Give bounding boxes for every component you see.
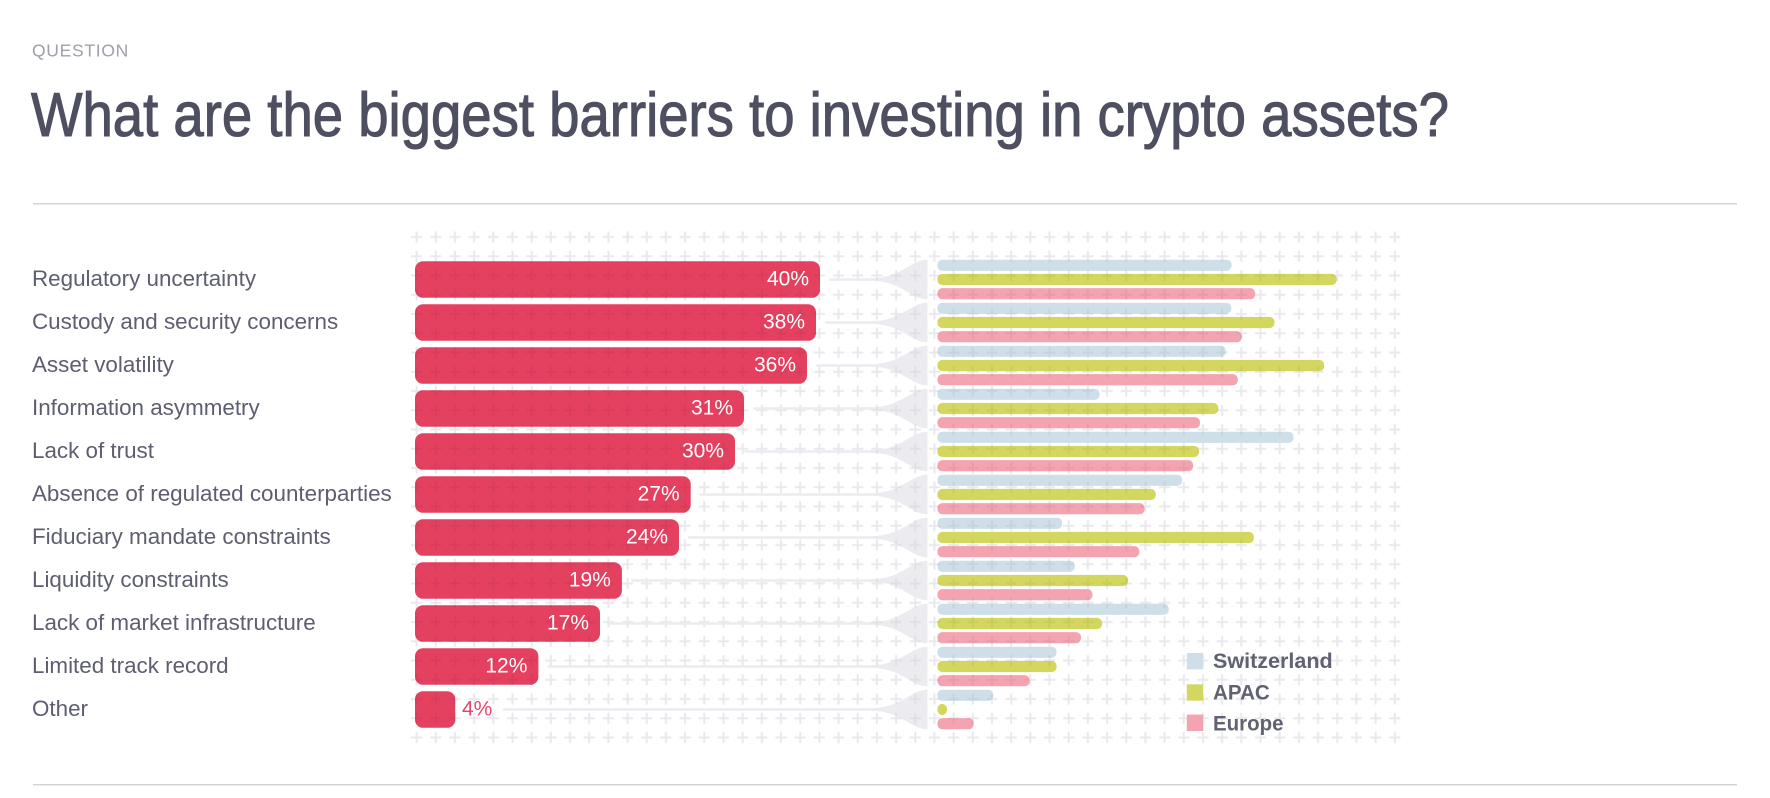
svg-text:31%: 31%: [691, 396, 733, 419]
svg-text:Fiduciary mandate constraints: Fiduciary mandate constraints: [32, 524, 331, 549]
svg-text:36%: 36%: [754, 353, 796, 376]
svg-text:What are the biggest barriers: What are the biggest barriers to investi…: [31, 81, 1449, 150]
svg-text:12%: 12%: [485, 654, 527, 677]
svg-text:30%: 30%: [682, 439, 724, 462]
svg-text:Regulatory uncertainty: Regulatory uncertainty: [32, 266, 257, 291]
svg-text:Liquidity constraints: Liquidity constraints: [32, 567, 229, 592]
svg-text:Absence of regulated counterpa: Absence of regulated counterparties: [32, 481, 392, 506]
svg-text:Europe: Europe: [1213, 711, 1284, 736]
svg-text:Lack of trust: Lack of trust: [32, 438, 155, 463]
svg-text:Asset volatility: Asset volatility: [32, 352, 175, 377]
svg-text:Other: Other: [32, 696, 89, 721]
svg-text:38%: 38%: [763, 310, 805, 333]
svg-text:4%: 4%: [462, 697, 492, 720]
svg-text:Switzerland: Switzerland: [1213, 648, 1333, 673]
svg-text:Limited track record: Limited track record: [32, 653, 229, 678]
svg-text:40%: 40%: [767, 267, 809, 290]
svg-text:Information asymmetry: Information asymmetry: [32, 395, 261, 420]
svg-text:APAC: APAC: [1213, 679, 1270, 704]
svg-text:17%: 17%: [547, 611, 589, 634]
svg-text:QUESTION: QUESTION: [32, 41, 129, 61]
svg-text:Lack of market infrastructure: Lack of market infrastructure: [32, 610, 316, 635]
svg-text:27%: 27%: [638, 482, 680, 505]
svg-text:19%: 19%: [569, 568, 611, 591]
svg-text:Custody and security concerns: Custody and security concerns: [32, 309, 338, 334]
svg-text:24%: 24%: [626, 525, 668, 548]
